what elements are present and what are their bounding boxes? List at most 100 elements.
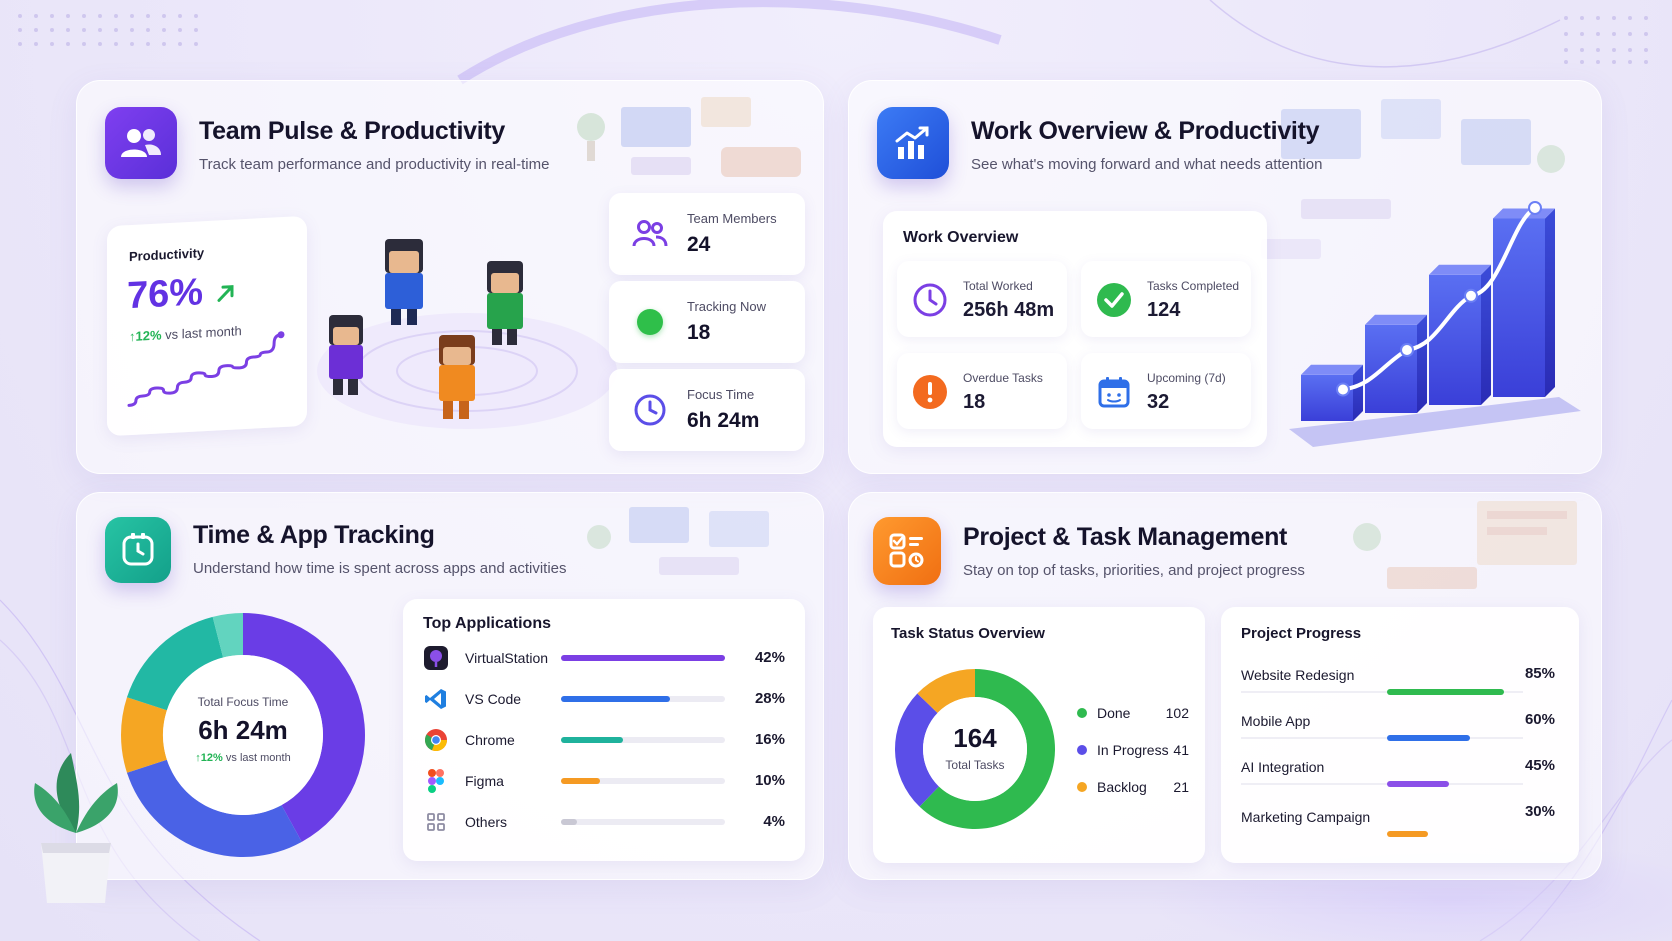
growth-bar-top xyxy=(1301,364,1363,375)
team-icon xyxy=(631,215,669,253)
project-progress-fill xyxy=(1387,735,1470,741)
growth-bar xyxy=(1365,324,1417,413)
growth-bar-top xyxy=(1365,314,1427,325)
focus-donut-segment xyxy=(126,616,224,711)
project-row-website-redesign[interactable]: Website Redesign 85% xyxy=(1241,665,1555,703)
project-name: Website Redesign xyxy=(1241,667,1355,683)
project-management-panel: Project & Task Management Stay on top of… xyxy=(848,492,1602,880)
app-usage-fill xyxy=(561,819,577,825)
check-circle-icon xyxy=(1095,281,1133,319)
chart-growth-icon xyxy=(877,107,949,179)
top-applications-card: Top Applications VirtualStation 42% VS C… xyxy=(403,599,805,861)
app-row-chrome[interactable]: Chrome 16% xyxy=(423,725,785,755)
growth-bars-illustration xyxy=(1289,201,1581,447)
bars-base xyxy=(1289,397,1581,447)
mini-value: 18 xyxy=(963,391,986,413)
overdue-tasks-card[interactable]: Overdue Tasks 18 xyxy=(897,353,1067,429)
project-progress-bar xyxy=(1387,831,1525,837)
app-name: Others xyxy=(465,814,508,830)
app-row-virtualstation[interactable]: VirtualStation 42% xyxy=(423,643,785,673)
project-progress-title: Project Progress xyxy=(1241,625,1362,642)
project-row-mobile-app[interactable]: Mobile App 60% xyxy=(1241,711,1555,749)
mini-value: 256h 48m xyxy=(963,299,1055,321)
focus-donut-segment xyxy=(121,697,167,773)
app-percent: 28% xyxy=(754,690,785,707)
app-name: VS Code xyxy=(465,691,522,707)
panel-title: Project & Task Management xyxy=(963,523,1288,551)
app-usage-fill xyxy=(561,737,624,743)
task-donut-center-text: 164 Total Tasks xyxy=(925,723,1025,772)
upcoming-card[interactable]: Upcoming (7d) 32 xyxy=(1081,353,1251,429)
team-characters-illustration xyxy=(317,239,617,429)
project-name: Marketing Campaign xyxy=(1241,809,1371,825)
growth-line-point xyxy=(1336,382,1350,397)
plant-decoration xyxy=(34,753,118,903)
app-row-vscode[interactable]: VS Code 28% xyxy=(423,684,785,714)
time-tracking-panel: Time & App Tracking Understand how time … xyxy=(34,492,824,903)
office-illustration xyxy=(1353,501,1577,589)
mini-label: Overdue Tasks xyxy=(963,371,1043,385)
project-progress-bar xyxy=(1387,781,1525,787)
legend-value: 41 xyxy=(1173,742,1189,758)
growth-bar-side xyxy=(1481,264,1491,405)
app-row-figma[interactable]: Figma 10% xyxy=(423,766,785,796)
top-applications-title: Top Applications xyxy=(423,615,551,632)
project-row-marketing-campaign[interactable]: Marketing Campaign 30% xyxy=(1241,803,1555,841)
trend-end-point xyxy=(277,331,285,339)
legend-label: Done xyxy=(1097,705,1131,721)
app-row-others[interactable]: Others 4% xyxy=(423,807,785,837)
project-name: Mobile App xyxy=(1241,713,1311,729)
panel-subtitle: Stay on top of tasks, priorities, and pr… xyxy=(963,562,1305,579)
task-donut-segment xyxy=(895,693,939,807)
task-status-donut-chart xyxy=(895,669,1055,829)
office-illustration xyxy=(1261,99,1565,259)
divider xyxy=(1241,783,1523,785)
project-row-ai-integration[interactable]: AI Integration 45% xyxy=(1241,757,1555,795)
panel-subtitle: See what's moving forward and what needs… xyxy=(971,156,1323,173)
productivity-value-text: 76% xyxy=(127,271,204,318)
focus-time-donut-chart xyxy=(121,613,365,857)
task-total-value: 164 xyxy=(953,723,997,753)
timer-icon xyxy=(105,517,171,583)
total-worked-card[interactable]: Total Worked 256h 48m xyxy=(897,261,1067,337)
character-orange xyxy=(439,335,475,419)
legend-value: 102 xyxy=(1165,705,1189,721)
panel-subtitle: Understand how time is spent across apps… xyxy=(193,560,567,577)
mini-label: Tasks Completed xyxy=(1147,279,1240,293)
productivity-card[interactable]: Productivity 76% ↑12% vs last month xyxy=(107,215,307,437)
growth-bar xyxy=(1301,374,1353,421)
legend-item-in-progress[interactable]: In Progress 41 xyxy=(1077,740,1189,760)
growth-bar-side xyxy=(1353,364,1363,421)
legend-dot xyxy=(1077,745,1087,755)
alert-icon xyxy=(911,373,949,411)
arrow-up-right-icon xyxy=(217,285,234,302)
stat-value: 24 xyxy=(687,233,711,256)
arrow-up-icon: ↑ xyxy=(195,752,201,764)
growth-bar xyxy=(1493,218,1545,397)
panel-title: Time & App Tracking xyxy=(193,521,435,549)
growth-line-point xyxy=(1528,201,1542,215)
task-donut-segment xyxy=(919,669,1055,829)
task-status-card: Task Status Overview 164 Total Tasks Don… xyxy=(873,607,1205,863)
stat-tracking-now[interactable]: Tracking Now 18 xyxy=(609,281,805,363)
task-status-title: Task Status Overview xyxy=(891,625,1045,642)
app-usage-fill xyxy=(561,696,671,702)
stat-focus-time[interactable]: Focus Time 6h 24m xyxy=(609,369,805,451)
mini-label: Total Worked xyxy=(963,279,1033,293)
project-name: AI Integration xyxy=(1241,759,1325,775)
app-usage-bar xyxy=(561,696,725,702)
legend-item-done[interactable]: Done 102 xyxy=(1077,703,1189,723)
task-total-label: Total Tasks xyxy=(945,758,1005,772)
virtualstation-icon xyxy=(423,645,449,671)
app-percent: 10% xyxy=(754,772,785,789)
stat-label: Tracking Now xyxy=(687,299,766,314)
panel-title: Team Pulse & Productivity xyxy=(199,117,506,145)
legend-item-backlog[interactable]: Backlog 21 xyxy=(1077,777,1189,797)
stat-team-members[interactable]: Team Members 24 xyxy=(609,193,805,275)
tasks-completed-card[interactable]: Tasks Completed 124 xyxy=(1081,261,1251,337)
app-usage-bar xyxy=(561,737,725,743)
clock-icon xyxy=(631,391,669,429)
growth-bar-side xyxy=(1545,208,1555,397)
team-icon xyxy=(105,107,177,179)
project-progress-fill xyxy=(1387,781,1450,787)
